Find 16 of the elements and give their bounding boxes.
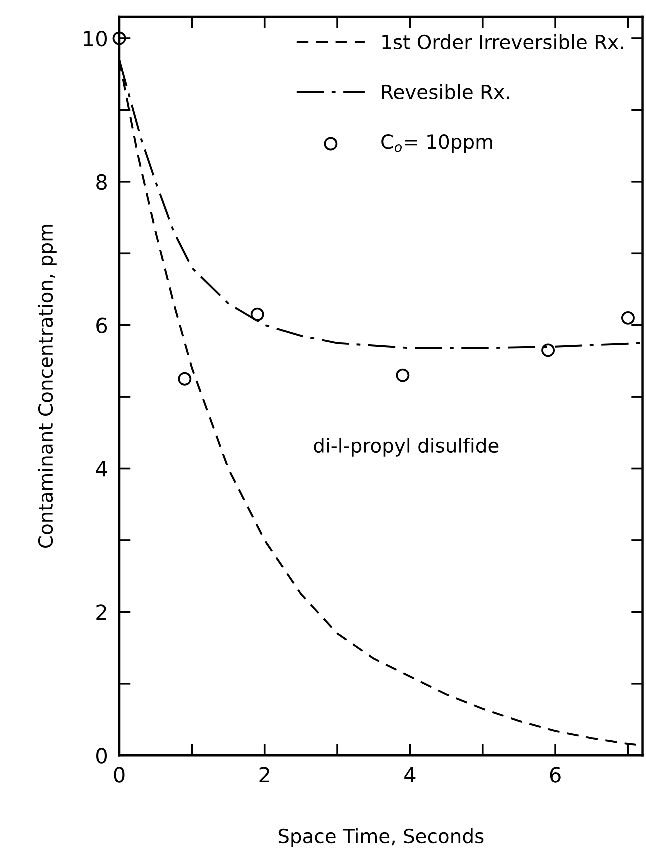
y-tick-label: 8: [96, 174, 107, 190]
legend-label: C$_{o}$= 10ppm: [382, 134, 492, 154]
y-axis-title: Contaminant Concentration, ppm: [38, 225, 57, 548]
x-axis-title: Space Time, Seconds: [278, 828, 484, 848]
x-tick-label: 2: [260, 767, 270, 783]
legend-label: Revesible Rx.: [382, 84, 510, 100]
y-tick-label: 6: [96, 318, 108, 334]
x-tick-label: 0: [114, 767, 125, 783]
x-tick-label: 6: [550, 767, 561, 783]
y-tick-label: 2: [96, 604, 106, 620]
x-tick-label: 4: [404, 767, 416, 783]
y-tick-label: 10: [84, 30, 108, 47]
annotation: di-l-propyl disulfide: [314, 438, 499, 457]
y-tick-label: 0: [96, 748, 108, 764]
y-tick-label: 4: [96, 461, 108, 477]
legend-label: 1st Order Irreversible Rx.: [382, 34, 624, 50]
